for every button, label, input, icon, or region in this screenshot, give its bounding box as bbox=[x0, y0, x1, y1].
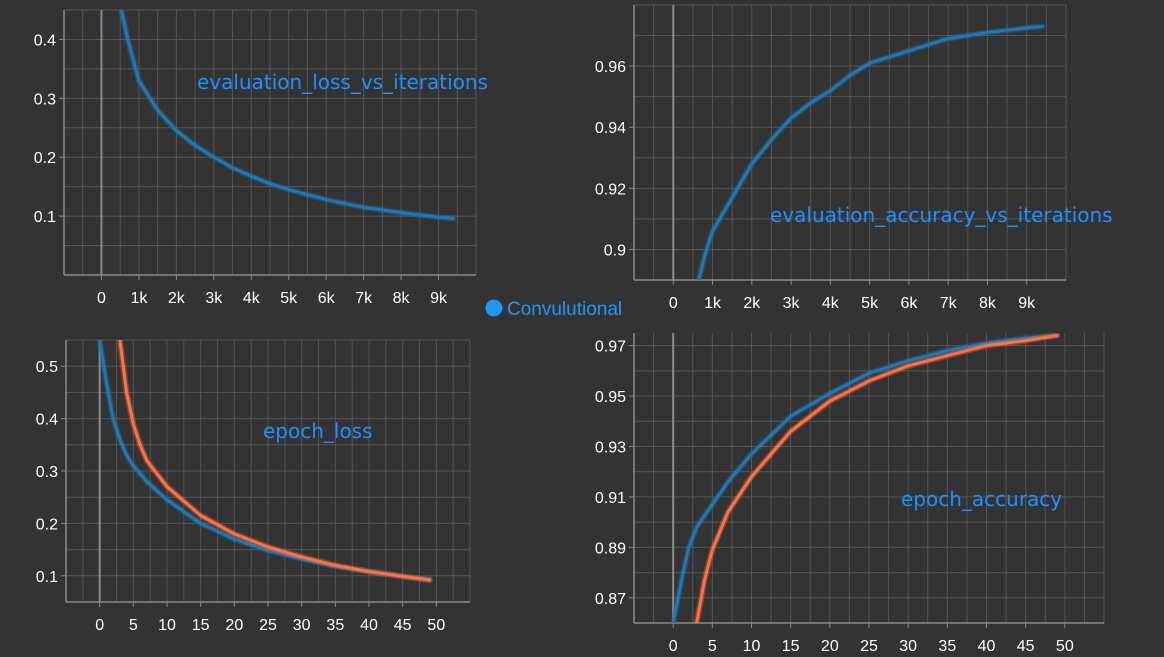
y-tick-label: 0.2 bbox=[34, 150, 56, 167]
x-tick-label: 0 bbox=[669, 638, 678, 655]
y-tick-label: 0.1 bbox=[36, 569, 58, 586]
y-tick-label: 0.9 bbox=[604, 242, 626, 259]
x-tick-label: 40 bbox=[978, 638, 996, 655]
series-line-blue bbox=[119, 10, 455, 220]
series-line-orange bbox=[118, 340, 432, 582]
x-tick-label: 35 bbox=[938, 638, 956, 655]
legend-dot-icon bbox=[485, 299, 503, 317]
grid bbox=[65, 339, 471, 603]
series-group bbox=[670, 333, 1060, 623]
y-tick-label: 0.5 bbox=[36, 359, 58, 376]
series-group bbox=[96, 340, 433, 583]
x-tick-label: 9k bbox=[430, 290, 448, 307]
x-tick-label: 30 bbox=[293, 617, 311, 634]
chart-epoch-accuracy: 0 5 10 15 20 25 30 35 40 45 50 0.87 0.89 0.91 0.93 0.95… bbox=[595, 333, 1105, 655]
y-tick-label: 0.1 bbox=[34, 209, 56, 226]
x-tick-label: 30 bbox=[899, 638, 917, 655]
x-tick-label: 20 bbox=[225, 617, 243, 634]
x-tick-label: 2k bbox=[168, 290, 186, 307]
y-tick-label: 0.87 bbox=[595, 591, 626, 608]
x-tick-label: 10 bbox=[158, 617, 176, 634]
y-tick-label: 0.97 bbox=[595, 339, 626, 356]
series-line-blue bbox=[697, 24, 1044, 280]
y-tick-label: 0.95 bbox=[595, 389, 626, 406]
x-tick-label: 8k bbox=[393, 290, 411, 307]
chart-title: epoch_accuracy bbox=[901, 487, 1062, 511]
x-tick-label: 15 bbox=[782, 638, 800, 655]
x-tick-label: 35 bbox=[326, 617, 344, 634]
legend[interactable]: Convulutional bbox=[485, 299, 623, 320]
x-tick-label: 50 bbox=[1056, 638, 1074, 655]
x-tick-label: 10 bbox=[743, 638, 761, 655]
x-tick-label: 5 bbox=[129, 617, 138, 634]
chart-evaluation-accuracy: 0 1k 2k 3k 4k 5k 6k 7k 8k 9k 0.9 0.92 0.94 0.96 evalua… bbox=[595, 4, 1113, 312]
x-tick-label: 3k bbox=[783, 295, 801, 312]
chart-title: evaluation_loss_vs_iterations bbox=[197, 70, 488, 94]
x-tick-label: 6k bbox=[900, 295, 918, 312]
x-tick-label: 50 bbox=[427, 617, 445, 634]
x-tick-label: 1k bbox=[704, 295, 722, 312]
x-tick-label: 7k bbox=[355, 290, 373, 307]
x-tick-label: 15 bbox=[192, 617, 210, 634]
x-tick-label: 25 bbox=[860, 638, 878, 655]
y-tick-label: 0.3 bbox=[36, 464, 58, 481]
y-tick-label: 0.94 bbox=[595, 120, 626, 137]
series-line-orange bbox=[695, 334, 1059, 623]
y-tick-label: 0.4 bbox=[34, 32, 56, 49]
y-tick-label: 0.3 bbox=[34, 91, 56, 108]
x-tick-label: 5k bbox=[861, 295, 879, 312]
x-tick-label: 0 bbox=[95, 617, 104, 634]
x-tick-label: 6k bbox=[318, 290, 336, 307]
series-line-blue bbox=[671, 334, 1059, 623]
x-tick-label: 7k bbox=[940, 295, 958, 312]
y-tick-label: 0.92 bbox=[595, 181, 626, 198]
y-tick-label: 0.91 bbox=[595, 490, 626, 507]
y-tick-label: 0.96 bbox=[595, 59, 626, 76]
chart-title: evaluation_accuracy_vs_iterations bbox=[770, 203, 1113, 227]
x-tick-label: 0 bbox=[97, 290, 106, 307]
chart-title: epoch_loss bbox=[263, 419, 373, 443]
x-tick-label: 8k bbox=[979, 295, 997, 312]
y-tick-label: 0.2 bbox=[36, 516, 58, 533]
x-tick-label: 4k bbox=[243, 290, 261, 307]
chart-epoch-loss: 0 5 10 15 20 25 30 35 40 45 50 0.1 0.2 0.3 0.4 0.5 epoch… bbox=[36, 339, 471, 634]
x-tick-label: 0 bbox=[669, 295, 678, 312]
x-tick-label: 3k bbox=[205, 290, 223, 307]
y-tick-label: 0.89 bbox=[595, 540, 626, 557]
x-tick-label: 5k bbox=[280, 290, 298, 307]
x-tick-label: 40 bbox=[360, 617, 378, 634]
chart-evaluation-loss: 0 1k 2k 3k 4k 5k 6k 7k 8k 9k 0.1 0.2 0.3 0.4 evaluatio… bbox=[34, 9, 488, 307]
y-tick-label: 0.4 bbox=[36, 412, 58, 429]
y-tick-label: 0.93 bbox=[595, 439, 626, 456]
grid bbox=[633, 4, 1067, 281]
grid bbox=[63, 9, 477, 276]
x-tick-label: 4k bbox=[822, 295, 840, 312]
x-tick-label: 9k bbox=[1018, 295, 1036, 312]
x-tick-label: 25 bbox=[259, 617, 277, 634]
x-tick-label: 45 bbox=[394, 617, 412, 634]
x-tick-label: 1k bbox=[130, 290, 148, 307]
series-group bbox=[695, 23, 1046, 280]
x-tick-label: 2k bbox=[743, 295, 761, 312]
legend-label: Convulutional bbox=[507, 299, 622, 320]
series-group bbox=[118, 10, 457, 222]
x-tick-label: 20 bbox=[821, 638, 839, 655]
x-tick-label: 45 bbox=[1017, 638, 1035, 655]
x-tick-label: 5 bbox=[708, 638, 717, 655]
